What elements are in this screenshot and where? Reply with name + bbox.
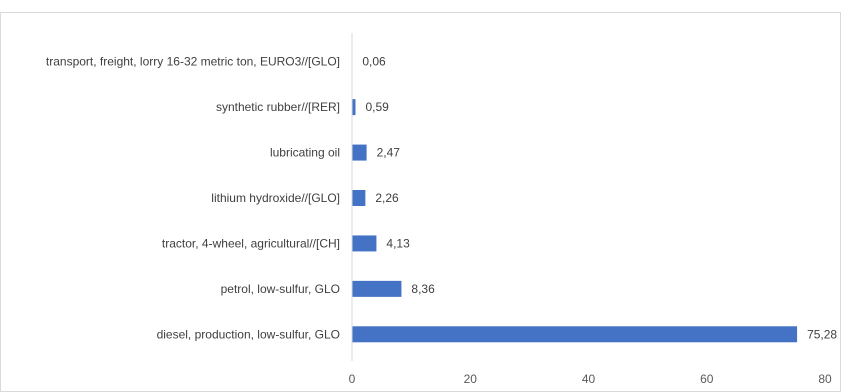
value-label-6: 75,28 [807, 327, 837, 341]
value-label-2: 2,47 [377, 146, 401, 160]
value-label-5: 8,36 [411, 282, 435, 296]
bar-5 [352, 280, 402, 297]
category-label-6: diesel, production, low-sulfur, GLO [157, 327, 340, 341]
x-ticks-group: 0 20 40 60 80 [349, 372, 832, 386]
category-label-5: petrol, low-sulfur, GLO [221, 282, 340, 296]
x-tick-label-0: 0 [349, 372, 356, 386]
category-label-3: lithium hydroxide//[GLO] [211, 191, 340, 205]
value-label-4: 4,13 [386, 236, 410, 250]
bar-3 [352, 190, 366, 206]
x-tick-label-2: 40 [582, 372, 596, 386]
x-tick-label-3: 60 [700, 372, 714, 386]
bar-2 [352, 144, 367, 161]
x-tick-label-4: 80 [818, 372, 832, 386]
bars-group [352, 53, 798, 343]
value-label-1: 0,59 [365, 100, 389, 114]
category-labels-group: transport, freight, lorry 16-32 metric t… [46, 55, 340, 342]
bar-1 [352, 99, 356, 116]
x-tick-label-1: 20 [464, 372, 478, 386]
category-label-1: synthetic rubber//[RER] [216, 100, 340, 114]
category-label-0: transport, freight, lorry 16-32 metric t… [46, 55, 340, 69]
value-label-0: 0,06 [362, 55, 386, 69]
value-labels-group: 0,06 0,59 2,47 2,26 4,13 8,36 75,28 [362, 55, 837, 342]
category-label-2: lubricating oil [270, 146, 340, 160]
bar-4 [352, 235, 377, 252]
category-label-4: tractor, 4-wheel, agricultural//[CH] [162, 236, 340, 250]
bar-6 [352, 326, 798, 343]
value-label-3: 2,26 [375, 191, 399, 205]
